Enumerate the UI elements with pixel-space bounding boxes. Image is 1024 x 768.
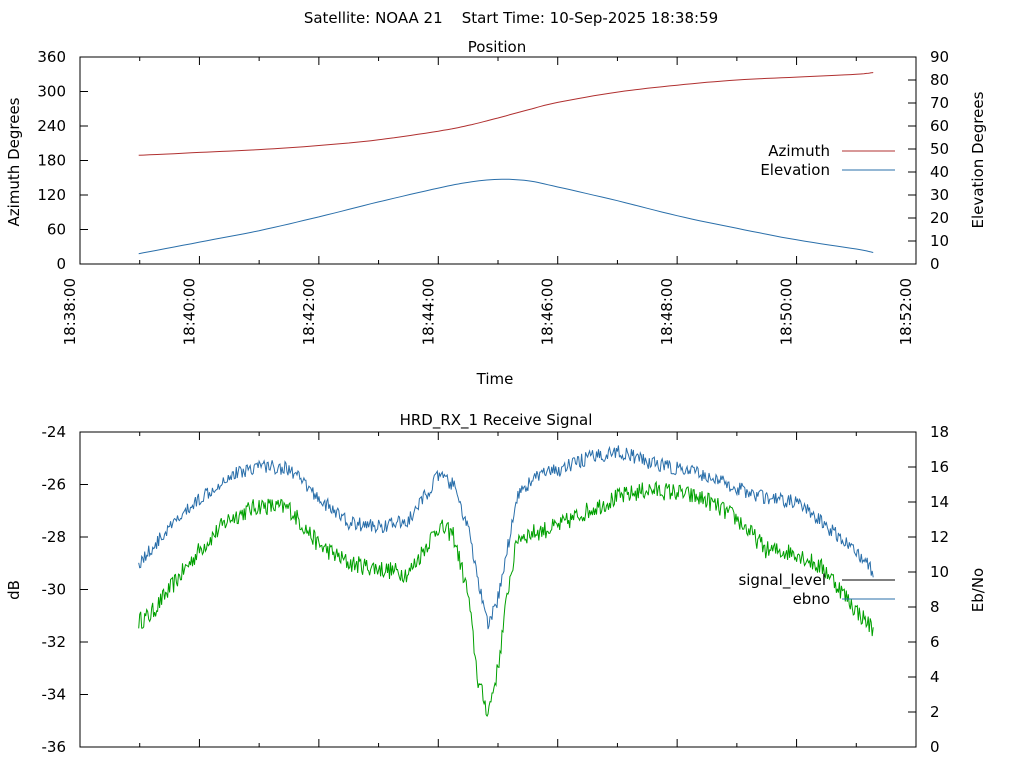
signal-y-ticks-right: 0 2 4 6 8 10 12 14 16 18 — [908, 423, 949, 756]
ebno-axis-label: Eb/No — [969, 568, 987, 612]
y-tick-label: -30 — [42, 581, 67, 599]
y-tick-label: -32 — [42, 633, 67, 651]
y-tick-label: 14 — [930, 493, 949, 511]
elevation-series-line — [138, 178, 874, 255]
y-tick-label: -26 — [42, 476, 67, 494]
y-tick-label: 50 — [930, 140, 949, 158]
y-tick-label: 2 — [930, 703, 940, 721]
y-tick-label: 18 — [930, 423, 949, 441]
y-tick-label: 30 — [930, 186, 949, 204]
y-tick-label: 10 — [930, 232, 949, 250]
position-y-ticks-right: 0 10 20 30 40 50 60 70 80 90 — [908, 48, 949, 273]
y-tick-label: 360 — [37, 48, 66, 66]
elevation-axis-label: Elevation Degrees — [969, 91, 987, 228]
y-tick-label: 70 — [930, 94, 949, 112]
x-tick-label: 18:46:00 — [539, 278, 557, 345]
position-y-ticks-left: 0 60 120 180 240 300 360 — [37, 48, 88, 273]
y-tick-label: 0 — [930, 738, 940, 756]
y-tick-label: 120 — [37, 186, 66, 204]
legend-ebno-label: ebno — [793, 590, 830, 608]
signal-level-series-line — [138, 480, 874, 717]
y-tick-label: 4 — [930, 668, 940, 686]
x-tick-label: 18:44:00 — [419, 278, 437, 345]
y-tick-label: 10 — [930, 563, 949, 581]
signal-title: HRD_RX_1 Receive Signal — [400, 411, 593, 430]
db-axis-label: dB — [5, 580, 23, 600]
legend-azimuth-label: Azimuth — [768, 142, 830, 160]
y-tick-label: -28 — [42, 528, 67, 546]
signal-y-ticks-left: -36 -34 -32 -30 -28 -26 -24 — [42, 423, 88, 756]
y-tick-label: 300 — [37, 83, 66, 101]
y-tick-label: 180 — [37, 152, 66, 170]
y-tick-label: 240 — [37, 117, 66, 135]
time-axis-label: Time — [476, 370, 514, 388]
y-tick-label: 8 — [930, 598, 940, 616]
y-tick-label: 0 — [56, 255, 66, 273]
x-tick-label: 18:42:00 — [300, 278, 318, 345]
position-title: Position — [468, 38, 526, 56]
x-tick-label: 18:40:00 — [180, 278, 198, 345]
y-tick-label: 80 — [930, 71, 949, 89]
position-x-ticks: 18:38:00 18:40:00 18:42:00 18:44:00 18:46:00… — [61, 57, 917, 345]
position-legend: Azimuth Elevation — [760, 142, 895, 179]
azimuth-axis-label: Azimuth Degrees — [5, 97, 23, 226]
y-tick-label: 60 — [930, 117, 949, 135]
y-tick-label: 60 — [47, 221, 66, 239]
signal-x-ticks — [79, 432, 917, 747]
y-tick-label: 12 — [930, 528, 949, 546]
legend-signal-level-label: signal_level — [738, 571, 826, 590]
y-tick-label: -36 — [42, 738, 67, 756]
signal-chart: HRD_RX_1 Receive Signal -36-34-32-30-28-… — [5, 411, 987, 756]
y-tick-label: -24 — [42, 423, 67, 441]
ebno-series-line — [138, 445, 874, 630]
y-tick-label: 20 — [930, 209, 949, 227]
signal-legend: signal_level ebno — [738, 571, 895, 608]
y-tick-label: 0 — [930, 255, 940, 273]
y-tick-label: 90 — [930, 48, 949, 66]
y-tick-label: 40 — [930, 163, 949, 181]
azimuth-series-line — [138, 72, 874, 156]
y-tick-label: -34 — [42, 686, 67, 704]
x-tick-label: 18:52:00 — [897, 278, 915, 345]
y-tick-label: 6 — [930, 633, 940, 651]
page-title: Satellite: NOAA 21 Start Time: 10-Sep-20… — [304, 9, 718, 27]
legend-elevation-label: Elevation — [760, 161, 830, 179]
x-tick-label: 18:38:00 — [61, 278, 79, 345]
y-tick-label: 16 — [930, 458, 949, 476]
x-tick-label: 18:50:00 — [778, 278, 796, 345]
position-chart: Position 18:38:00 18:40:00 18:42:00 18:44:0… — [5, 38, 987, 388]
x-tick-label: 18:48:00 — [658, 278, 676, 345]
